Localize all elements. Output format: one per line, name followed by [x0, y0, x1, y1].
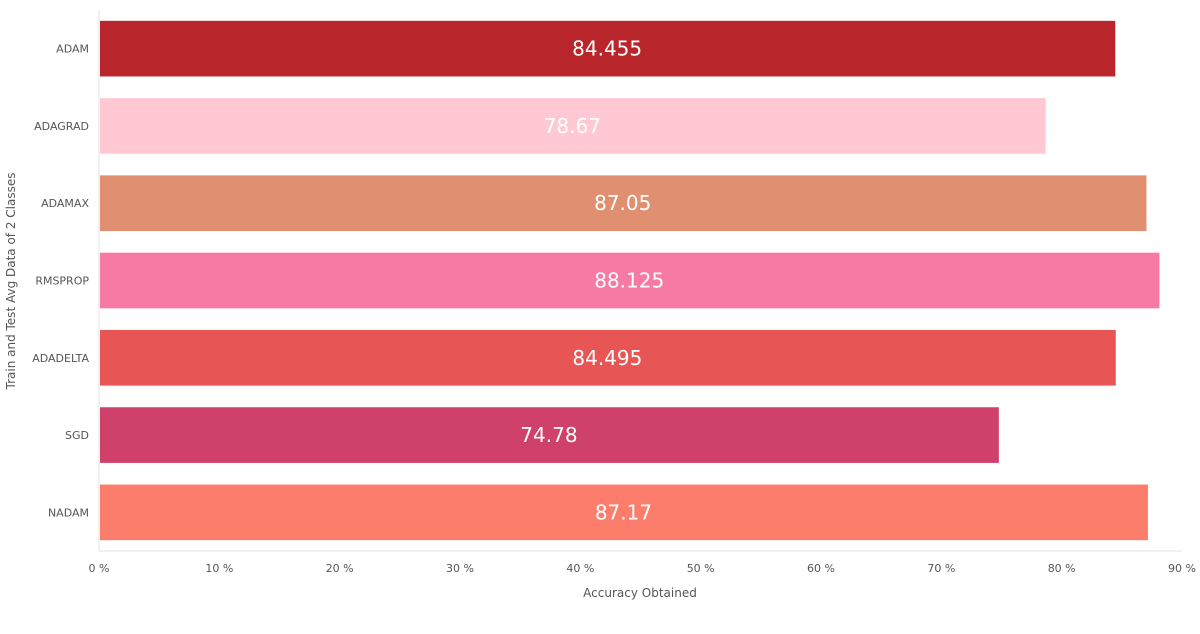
- y-tick-labels: ADAM ADAGRAD ADAMAX RMSPROP ADADELTA SGD NADAM: [32, 43, 89, 520]
- x-tick-label: 10 %: [205, 562, 233, 575]
- y-tick-label: SGD: [65, 429, 89, 442]
- bar-rmsprop: [100, 252, 1160, 309]
- y-tick-label: ADAM: [56, 43, 89, 56]
- bar-adadelta: [100, 329, 1116, 386]
- y-tick-label: RMSPROP: [35, 275, 89, 288]
- bar-value-label: 74.78: [520, 423, 577, 447]
- x-axis-label: Accuracy Obtained: [583, 586, 697, 600]
- bar-sgd: [100, 407, 999, 463]
- bar-value-label: 78.67: [544, 114, 601, 138]
- x-tick-label: 80 %: [1048, 562, 1076, 575]
- y-tick-label: ADADELTA: [32, 352, 89, 365]
- y-axis-label: Train and Test Avg Data of 2 Classes: [4, 173, 18, 391]
- bar-value-label: 84.455: [572, 37, 642, 61]
- bars-layer: [100, 20, 1160, 541]
- bar-value-label: 84.495: [572, 346, 642, 370]
- x-tick-label: 60 %: [807, 562, 835, 575]
- bar-nadam: [100, 484, 1148, 541]
- x-tick-labels: 0 % 10 % 20 % 30 % 40 % 50 % 60 % 70 % 80 % 90 %: [89, 562, 1196, 575]
- bar-adam: [100, 20, 1116, 77]
- bar-value-label: 87.17: [595, 500, 652, 524]
- y-tick-label: ADAGRAD: [34, 120, 89, 133]
- x-tick-label: 30 %: [446, 562, 474, 575]
- x-tick-label: 50 %: [687, 562, 715, 575]
- bar-value-label: 87.05: [594, 191, 651, 215]
- bar-value-label: 88.125: [594, 269, 664, 293]
- x-tick-label: 90 %: [1168, 562, 1196, 575]
- y-tick-label: NADAM: [48, 506, 89, 519]
- value-labels-layer: 84.455 78.67 87.05 88.125 84.495 74.78 87.17: [520, 37, 664, 525]
- y-tick-label: ADAMAX: [41, 197, 89, 210]
- bar-adagrad: [100, 98, 1046, 154]
- x-tick-label: 0 %: [89, 562, 110, 575]
- x-tick-label: 40 %: [566, 562, 594, 575]
- bar-adamax: [100, 175, 1147, 232]
- x-tick-label: 70 %: [927, 562, 955, 575]
- x-tick-label: 20 %: [326, 562, 354, 575]
